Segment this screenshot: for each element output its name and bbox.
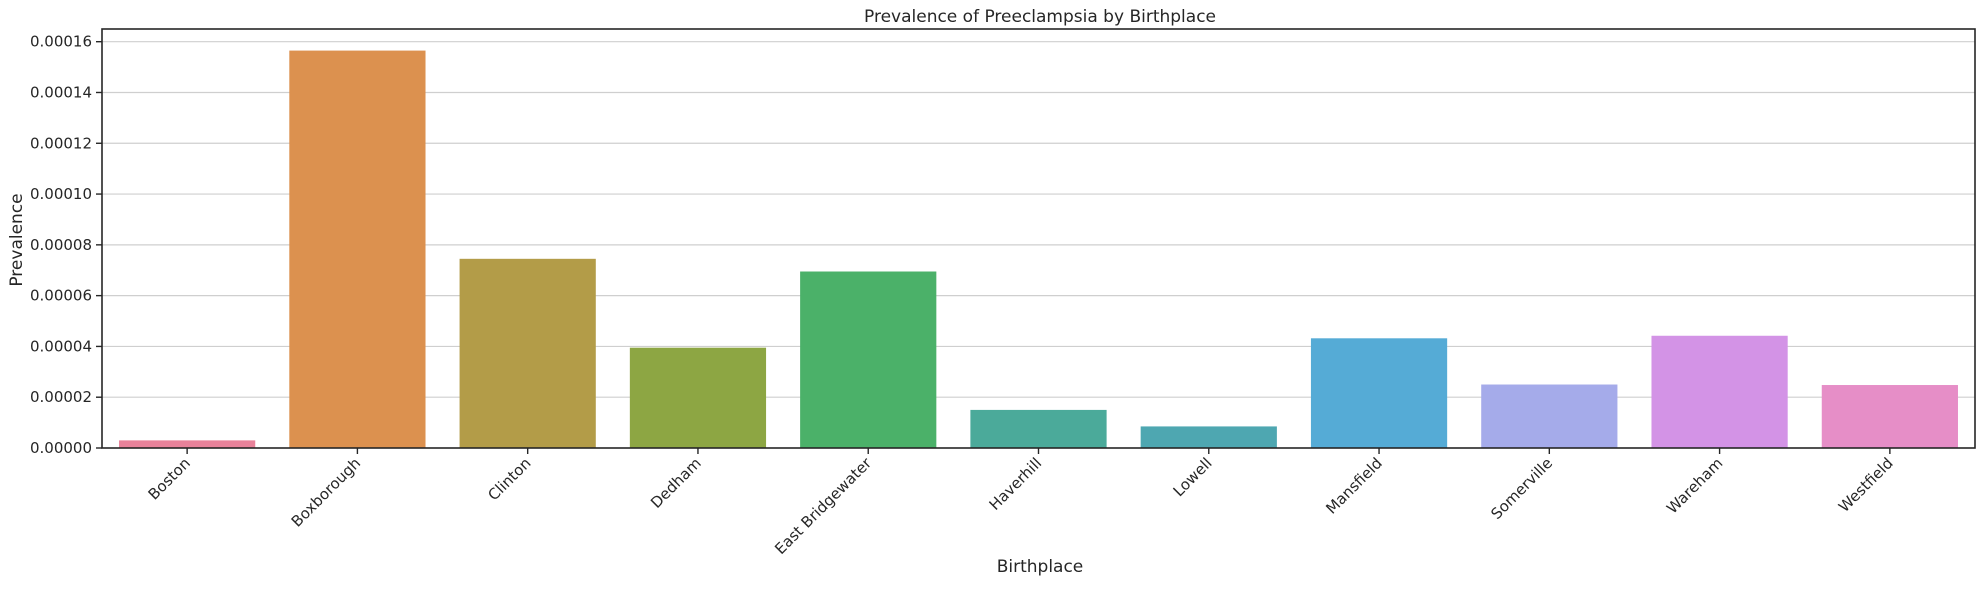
bar [1310,338,1448,448]
y-tick-label: 0.00012 [30,134,92,152]
x-tick-label: Wareham [1663,454,1726,517]
x-tick-label: East Bridgewater [771,454,875,558]
y-tick-label: 0.00014 [30,83,92,101]
x-tick-label: Somerville [1487,454,1556,523]
x-tick-label: Boxborough [288,454,364,530]
bar [119,440,256,448]
x-tick-label: Mansfield [1322,454,1386,518]
x-axis-title: Birthplace [997,557,1084,577]
x-tick-label: Dedham [647,454,705,512]
bar [1651,335,1788,448]
bar [970,409,1107,448]
y-tick-label: 0.00010 [30,185,92,203]
y-tick-label: 0.00002 [30,388,92,406]
y-tick-label: 0.00006 [30,287,92,305]
chart-title: Prevalence of Preeclampsia by Birthplace [864,7,1216,27]
x-tick-label: Clinton [484,454,534,504]
y-tick-label: 0.00004 [30,337,92,355]
x-tick-label: Boston [145,454,194,503]
bar [800,271,937,448]
x-tick-label: Lowell [1170,454,1216,500]
x-tick-label: Haverhill [986,454,1046,514]
bar [629,347,767,448]
bar [1481,384,1618,448]
y-tick-label: 0.00008 [30,236,92,254]
x-axis-ticks: Boston Boxborough Clinton Dedham East Bridge… [145,448,1897,558]
bar [459,258,596,448]
bar [1140,426,1277,448]
bar [1821,385,1958,448]
y-axis-title: Prevalence [7,193,27,286]
y-axis-ticks: 0.00000 0.00002 0.00004 0.00006 0.00008 0.000… [30,33,102,457]
bar [289,50,426,449]
x-tick-label: Westfield [1835,454,1897,516]
bars [119,50,1958,449]
y-tick-label: 0.00000 [30,439,92,457]
y-tick-label: 0.00016 [30,33,92,51]
